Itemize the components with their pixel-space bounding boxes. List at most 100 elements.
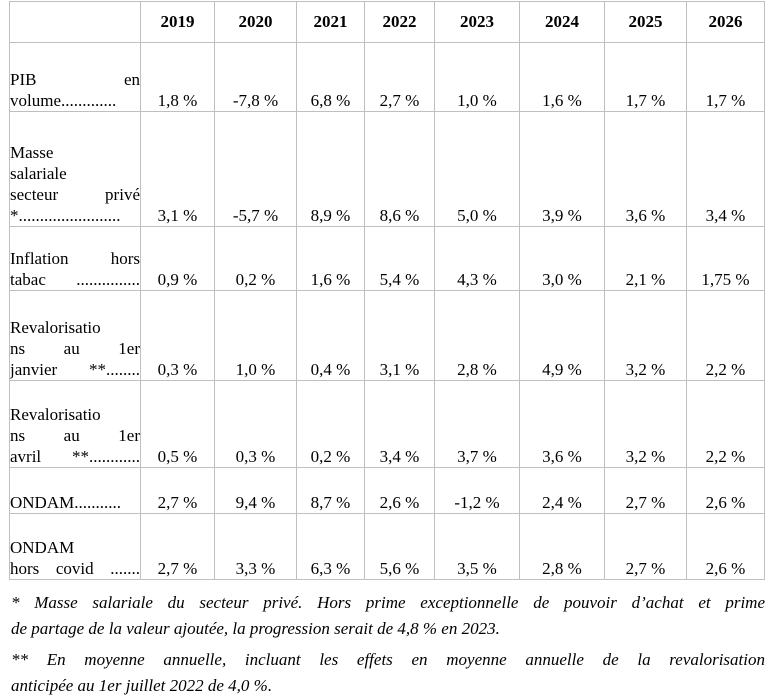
economic-assumptions-table: 2019 2020 2021 2022 2023 2024 2025 2026 PIB en v… bbox=[9, 1, 765, 580]
value-cell-revalorisations-1er-janvier-2019: 0,3 % bbox=[140, 290, 215, 381]
value-cell-ondam-hors-covid-2025: 2,7 % bbox=[604, 513, 687, 580]
row-label-line: ONDAM bbox=[10, 538, 75, 557]
row-label-line: volume............. bbox=[10, 91, 117, 110]
table-header: 2019 2020 2021 2022 2023 2024 2025 2026 bbox=[9, 1, 765, 43]
row-label-line: ns au 1er bbox=[10, 339, 140, 358]
footnote-line: ** En moyenne annuelle, incluant les eff… bbox=[11, 650, 765, 669]
value-cell-ondam-2020: 9,4 % bbox=[214, 467, 297, 514]
value-cell-masse-salariale-secteur-prive-2022: 8,6 % bbox=[364, 111, 435, 227]
value-cell-ondam-2022: 2,6 % bbox=[364, 467, 435, 514]
table-row-ondam-hors-covid: ONDAM hors covid ....... 2,7 % 3,3 % 6,3 % 5,… bbox=[9, 513, 765, 580]
value-cell-inflation-hors-tabac-2019: 0,9 % bbox=[140, 226, 215, 291]
value-cell-revalorisations-1er-avril-2021: 0,2 % bbox=[296, 380, 365, 468]
value-cell-pib-en-volume-2023: 1,0 % bbox=[434, 42, 520, 112]
value-cell-revalorisations-1er-janvier-2020: 1,0 % bbox=[214, 290, 297, 381]
row-label-revalorisations-1er-avril: Revalorisatio ns au 1er avril **..........… bbox=[9, 380, 141, 468]
value-cell-ondam-2023: -1,2 % bbox=[434, 467, 520, 514]
footnote-moyenne-annuelle: ** En moyenne annuelle, incluant les eff… bbox=[11, 647, 765, 699]
value-cell-ondam-2024: 2,4 % bbox=[519, 467, 605, 514]
footnote-line: * Masse salariale du secteur privé. Hors… bbox=[11, 593, 765, 612]
row-label-line: Revalorisatio bbox=[10, 318, 101, 337]
footnotes-section: * Masse salariale du secteur privé. Hors… bbox=[0, 590, 776, 699]
value-cell-masse-salariale-secteur-prive-2024: 3,9 % bbox=[519, 111, 605, 227]
row-label-masse-salariale-secteur-prive: Masse salariale secteur privé *............… bbox=[9, 111, 141, 227]
row-label-line: ns au 1er bbox=[10, 426, 140, 445]
value-cell-pib-en-volume-2022: 2,7 % bbox=[364, 42, 435, 112]
row-label-ondam: ONDAM........... bbox=[9, 467, 141, 514]
table-row-masse-salariale-secteur-prive: Masse salariale secteur privé *............… bbox=[9, 111, 765, 227]
value-cell-masse-salariale-secteur-prive-2026: 3,4 % bbox=[686, 111, 765, 227]
value-cell-ondam-hors-covid-2020: 3,3 % bbox=[214, 513, 297, 580]
value-cell-ondam-2026: 2,6 % bbox=[686, 467, 765, 514]
value-cell-ondam-2025: 2,7 % bbox=[604, 467, 687, 514]
value-cell-inflation-hors-tabac-2021: 1,6 % bbox=[296, 226, 365, 291]
row-label-line: salariale bbox=[10, 164, 67, 183]
value-cell-pib-en-volume-2019: 1,8 % bbox=[140, 42, 215, 112]
table-body: PIB en volume............. 1,8 % -7,8 % 6,8 … bbox=[9, 42, 765, 580]
value-cell-ondam-hors-covid-2026: 2,6 % bbox=[686, 513, 765, 580]
value-cell-revalorisations-1er-janvier-2022: 3,1 % bbox=[364, 290, 435, 381]
value-cell-inflation-hors-tabac-2020: 0,2 % bbox=[214, 226, 297, 291]
value-cell-masse-salariale-secteur-prive-2019: 3,1 % bbox=[140, 111, 215, 227]
value-cell-revalorisations-1er-janvier-2023: 2,8 % bbox=[434, 290, 520, 381]
footnote-masse-salariale: * Masse salariale du secteur privé. Hors… bbox=[11, 590, 765, 642]
value-cell-revalorisations-1er-avril-2019: 0,5 % bbox=[140, 380, 215, 468]
value-cell-inflation-hors-tabac-2023: 4,3 % bbox=[434, 226, 520, 291]
column-header-2021: 2021 bbox=[296, 1, 365, 43]
row-label-revalorisations-1er-janvier: Revalorisatio ns au 1er janvier **........ bbox=[9, 290, 141, 381]
value-cell-revalorisations-1er-avril-2020: 0,3 % bbox=[214, 380, 297, 468]
value-cell-revalorisations-1er-avril-2025: 3,2 % bbox=[604, 380, 687, 468]
value-cell-masse-salariale-secteur-prive-2023: 5,0 % bbox=[434, 111, 520, 227]
table-row-revalorisations-1er-avril: Revalorisatio ns au 1er avril **..........… bbox=[9, 380, 765, 468]
value-cell-pib-en-volume-2021: 6,8 % bbox=[296, 42, 365, 112]
value-cell-ondam-2021: 8,7 % bbox=[296, 467, 365, 514]
table-row-inflation-hors-tabac: Inflation hors tabac ............... 0,9 %… bbox=[9, 226, 765, 291]
value-cell-revalorisations-1er-janvier-2024: 4,9 % bbox=[519, 290, 605, 381]
table-header-row: 2019 2020 2021 2022 2023 2024 2025 2026 bbox=[9, 1, 765, 43]
value-cell-masse-salariale-secteur-prive-2025: 3,6 % bbox=[604, 111, 687, 227]
row-label-line: PIB en bbox=[10, 70, 140, 89]
value-cell-masse-salariale-secteur-prive-2021: 8,9 % bbox=[296, 111, 365, 227]
row-label-line: hors covid ....... bbox=[10, 559, 140, 578]
row-label-line: tabac ............... bbox=[10, 270, 140, 289]
row-label-line: janvier **........ bbox=[10, 360, 140, 379]
row-label-ondam-hors-covid: ONDAM hors covid ....... bbox=[9, 513, 141, 580]
column-header-2020: 2020 bbox=[214, 1, 297, 43]
value-cell-pib-en-volume-2024: 1,6 % bbox=[519, 42, 605, 112]
column-header-2026: 2026 bbox=[686, 1, 765, 43]
value-cell-inflation-hors-tabac-2025: 2,1 % bbox=[604, 226, 687, 291]
value-cell-revalorisations-1er-janvier-2025: 3,2 % bbox=[604, 290, 687, 381]
row-label-line: Inflation hors bbox=[10, 249, 140, 268]
value-cell-ondam-2019: 2,7 % bbox=[140, 467, 215, 514]
column-header-2024: 2024 bbox=[519, 1, 605, 43]
footnote-line: anticipée au 1er juillet 2022 de 4,0 %. bbox=[11, 676, 273, 695]
table-row-ondam: ONDAM........... 2,7 % 9,4 % 8,7 % 2,6 % -1,2… bbox=[9, 467, 765, 514]
footnote-line: de partage de la valeur ajoutée, la prog… bbox=[11, 619, 500, 638]
value-cell-ondam-hors-covid-2021: 6,3 % bbox=[296, 513, 365, 580]
column-header-2019: 2019 bbox=[140, 1, 215, 43]
value-cell-inflation-hors-tabac-2026: 1,75 % bbox=[686, 226, 765, 291]
value-cell-ondam-hors-covid-2023: 3,5 % bbox=[434, 513, 520, 580]
value-cell-ondam-hors-covid-2022: 5,6 % bbox=[364, 513, 435, 580]
value-cell-inflation-hors-tabac-2022: 5,4 % bbox=[364, 226, 435, 291]
value-cell-pib-en-volume-2025: 1,7 % bbox=[604, 42, 687, 112]
row-label-line: Revalorisatio bbox=[10, 405, 101, 424]
value-cell-inflation-hors-tabac-2024: 3,0 % bbox=[519, 226, 605, 291]
value-cell-ondam-hors-covid-2019: 2,7 % bbox=[140, 513, 215, 580]
value-cell-pib-en-volume-2026: 1,7 % bbox=[686, 42, 765, 112]
row-label-line: secteur privé bbox=[10, 185, 140, 204]
row-label-inflation-hors-tabac: Inflation hors tabac ............... bbox=[9, 226, 141, 291]
value-cell-revalorisations-1er-janvier-2026: 2,2 % bbox=[686, 290, 765, 381]
value-cell-revalorisations-1er-janvier-2021: 0,4 % bbox=[296, 290, 365, 381]
row-label-line: avril **............ bbox=[10, 447, 140, 466]
column-header-2022: 2022 bbox=[364, 1, 435, 43]
value-cell-revalorisations-1er-avril-2023: 3,7 % bbox=[434, 380, 520, 468]
value-cell-ondam-hors-covid-2024: 2,8 % bbox=[519, 513, 605, 580]
row-label-pib-en-volume: PIB en volume............. bbox=[9, 42, 141, 112]
value-cell-revalorisations-1er-avril-2024: 3,6 % bbox=[519, 380, 605, 468]
corner-empty-cell bbox=[9, 1, 141, 43]
value-cell-revalorisations-1er-avril-2026: 2,2 % bbox=[686, 380, 765, 468]
value-cell-revalorisations-1er-avril-2022: 3,4 % bbox=[364, 380, 435, 468]
row-label-line: *........................ bbox=[10, 206, 121, 225]
